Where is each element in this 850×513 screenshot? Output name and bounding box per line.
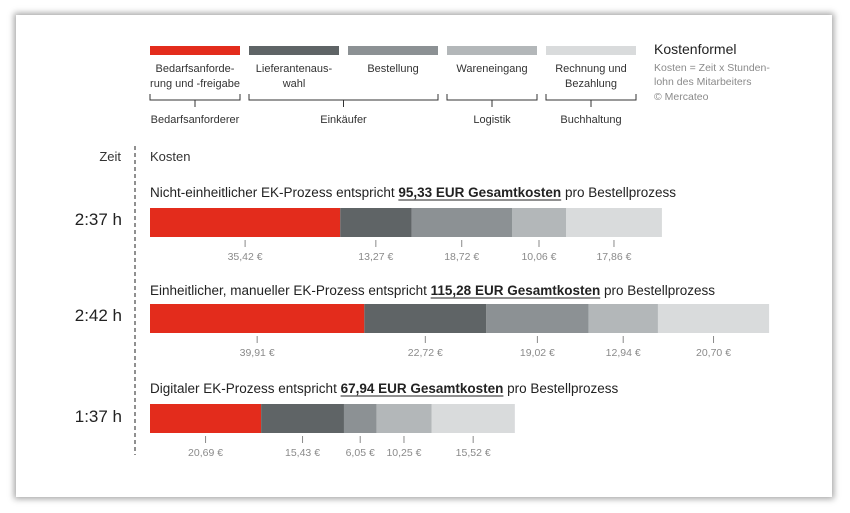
bar-segment-0-4 [566,208,662,237]
bar-segment-2-0 [150,404,262,433]
value-label-0-0: 35,42 € [228,251,263,263]
legend-swatch-3 [447,46,537,55]
row-1: 2:42 h Einheitlicher, manueller EK-Prozes… [75,283,770,359]
value-label-2-2: 6,05 € [346,447,375,459]
legend-label-4-0: Rechnung und [555,63,627,75]
row-heading-0: Nicht-einheitlicher EK-Prozess entsprich… [150,185,676,200]
bar-segment-0-0 [150,208,341,237]
legend-label-0-0: Bedarfsanforde- [156,63,235,75]
group-label-1: Einkäufer [320,114,367,126]
value-label-1-0: 39,91 € [240,347,275,359]
bar-segment-1-3 [588,304,658,333]
row-heading-2: Digitaler EK-Prozess entspricht 67,94 EU… [150,381,618,396]
group-bracket-0 [149,94,241,107]
value-label-1-1: 22,72 € [408,347,443,359]
bar-segment-0-1 [340,208,412,237]
bar-segment-2-3 [376,404,432,433]
bar-segment-0-2 [411,208,512,237]
value-label-2-0: 20,69 € [188,447,223,459]
value-label-0-1: 13,27 € [358,251,393,263]
value-label-2-1: 15,43 € [285,447,320,459]
group-label-2: Logistik [473,114,511,126]
row-heading-suffix-0: pro Bestellprozess [561,185,676,200]
bar-segment-2-4 [431,404,515,433]
bar-segment-1-4 [657,304,770,333]
legend: Bedarfsanforde-rung und -freigabe Liefera… [150,46,636,90]
bar-segment-2-1 [261,404,344,433]
value-label-2-3: 10,25 € [386,447,421,459]
bar-segment-1-1 [364,304,487,333]
row-heading-suffix-1: pro Bestellprozess [600,283,715,298]
legend-swatch-1 [249,46,339,55]
row-heading-prefix-2: Digitaler EK-Prozess entspricht [150,381,341,396]
bar-segment-2-2 [343,404,377,433]
group-bracket-3 [545,94,637,107]
row-0: 2:37 h Nicht-einheitlicher EK-Prozess ent… [75,185,677,263]
role-groups: Bedarfsanforderer Einkäufer Logistik Buchha… [149,94,637,126]
time-axis-label: Zeit [99,149,121,164]
legend-label-0-1: rung und -freigabe [150,78,240,90]
legend-label-4-1: Bezahlung [565,78,617,90]
legend-swatch-2 [348,46,438,55]
legend-swatch-4 [546,46,636,55]
legend-label-1-0: Lieferantenaus- [256,63,333,75]
formula-line-1: Kosten = Zeit x Stunden- [654,62,770,74]
bar-rows: 2:37 h Nicht-einheitlicher EK-Prozess ent… [75,185,770,459]
bar-segment-0-3 [511,208,567,237]
time-label-1: 2:42 h [75,306,122,325]
cost-axis-label: Kosten [150,149,190,164]
row-total-2: 67,94 EUR Gesamtkosten [341,381,504,396]
group-label-3: Buchhaltung [560,114,621,126]
legend-label-1-1: wahl [282,78,306,90]
time-label-0: 2:37 h [75,210,122,229]
bar-segment-1-2 [486,304,589,333]
row-total-0: 95,33 EUR Gesamtkosten [398,185,561,200]
time-label-2: 1:37 h [75,407,122,426]
value-label-1-4: 20,70 € [696,347,731,359]
value-label-1-2: 19,02 € [520,347,555,359]
formula-line-2: lohn des Mitarbeiters [654,76,751,88]
legend-label-2-0: Bestellung [367,63,418,75]
row-heading-prefix-1: Einheitlicher, manueller EK-Prozess ents… [150,283,431,298]
bar-segment-1-0 [150,304,365,333]
row-2: 1:37 h Digitaler EK-Prozess entspricht 67… [75,381,619,459]
group-bracket-1 [248,94,439,107]
row-heading-1: Einheitlicher, manueller EK-Prozess ents… [150,283,715,298]
value-label-0-3: 10,06 € [521,251,556,263]
legend-label-3-0: Wareneingang [456,63,527,75]
row-heading-prefix-0: Nicht-einheitlicher EK-Prozess entsprich… [150,185,398,200]
group-label-0: Bedarfsanforderer [151,114,240,126]
formula-copyright: © Mercateo [654,91,709,103]
formula-title: Kostenformel [654,41,736,57]
value-label-0-4: 17,86 € [596,251,631,263]
row-total-1: 115,28 EUR Gesamtkosten [431,283,601,298]
row-heading-suffix-2: pro Bestellprozess [503,381,618,396]
value-label-2-4: 15,52 € [456,447,491,459]
legend-swatch-0 [150,46,240,55]
value-label-1-3: 12,94 € [606,347,641,359]
value-label-0-2: 18,72 € [444,251,479,263]
group-bracket-2 [446,94,538,107]
